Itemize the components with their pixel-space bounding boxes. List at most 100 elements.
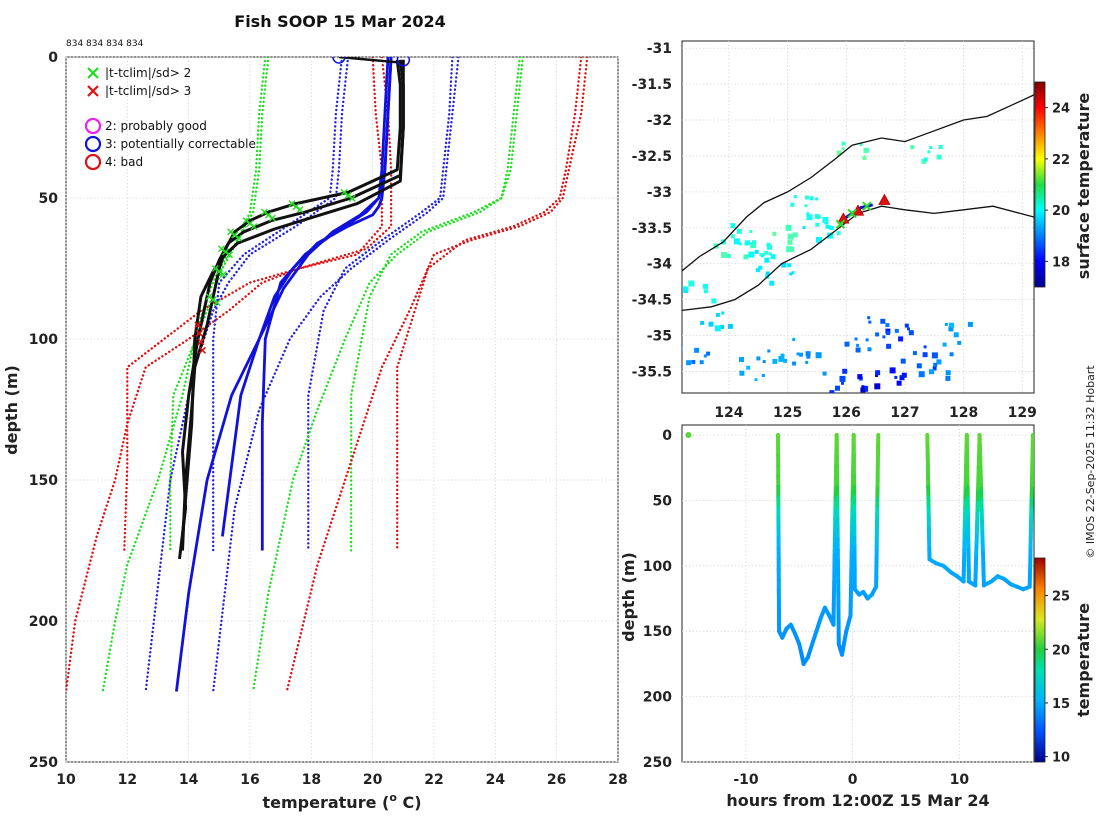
sst-cell [922,352,928,358]
flag-x-green [215,268,223,275]
sst-cell [787,263,792,268]
sst-cell [781,262,787,268]
sst-cell [841,141,846,146]
sst-cell [953,332,959,338]
sst-cell [825,224,830,229]
flag-x-green [348,194,356,202]
track-triangle-marker [837,212,850,224]
sst-cell [688,280,695,287]
legend-label: 3: potentially correctable [105,137,256,151]
temperature-colorbar-tick-label: 20 [1052,643,1070,658]
sst-cell [829,226,834,231]
sst-cell [862,155,867,160]
sst-cell [942,342,947,347]
flag-x-green [268,214,276,222]
temperature-colorbar-tick-label: 15 [1052,697,1070,712]
sst-cell [754,378,758,382]
x-tick-label: 20 [363,772,383,788]
sst-cell [699,360,704,365]
y-tick-label: 200 [29,614,58,630]
sst-cell [949,322,955,328]
sst-cell [789,272,793,276]
sst-cell [804,204,808,208]
sst-cell [787,239,793,245]
track-x-marker [862,201,872,211]
sst-cell [720,325,725,329]
flag-x-red [198,346,207,354]
sst-cell [805,351,811,357]
sst-cell [816,236,822,243]
sst-cell [793,195,797,199]
sst-cell [783,358,788,363]
sst-cell [772,358,778,364]
sst-cell [868,320,872,324]
sst-cell [927,150,931,154]
y-tick-label: 250 [29,755,58,771]
sst-cell [743,254,749,260]
sst-cell [806,354,811,359]
y-tick-label: 0 [48,50,58,66]
surface-colorbar-tick-label: 20 [1052,204,1070,219]
track-x-marker [835,219,846,229]
time-x-tick-label: 0 [848,772,858,788]
sst-cell [835,385,840,391]
flag-x-red [197,338,205,346]
time-y-tick-label: 100 [643,559,672,575]
map-x-tick-label: 128 [949,405,978,421]
cast-ids-label: 834 834 834 834 [66,39,144,49]
sst-cell [822,371,827,376]
map-y-tick-label: -33 [647,185,672,201]
sst-cell [682,346,683,352]
surface-point [685,432,692,438]
sst-cell [761,374,765,377]
map-x-tick-label: 126 [832,405,861,421]
sst-cell [806,212,810,216]
map-ticks: 124 125 126 127 128 129 -31 -31.5 -32 -32.5 -33 -33… [632,41,1037,421]
legend-circle-icon [84,135,102,153]
legend-circle-icon [84,117,102,135]
sst-cell [711,298,717,304]
sst-cell [854,337,858,341]
sst-cell [721,311,725,315]
x-tick-label: 22 [424,772,443,788]
sst-cell [822,220,826,223]
sst-cell [748,251,755,258]
sst-cell [750,242,757,249]
legend-x-icon [87,85,99,97]
sst-cell [764,257,770,263]
sst-cell [957,340,962,345]
sst-cell [863,398,866,401]
sst-cell [814,214,820,220]
legend-label: 2: probably good [105,119,207,133]
surface-colorbar-ticks: 18 20 22 24 [1045,102,1070,270]
time-y-tick-label: 150 [643,624,672,640]
sst-cell [904,323,909,328]
sst-cell [894,375,898,379]
sst-cell [827,232,834,239]
sst-cell [714,325,721,332]
sst-cell [874,383,881,390]
flag-x-green [205,293,213,301]
sst-cell [923,345,927,349]
sst-cell [916,363,922,369]
sst-cell [684,286,689,291]
time-x-tick-label: 10 [950,772,970,788]
sst-cell [815,197,819,201]
sst-cell [864,147,869,152]
sst-cell [886,343,892,349]
time-x-tick-label: -10 [733,772,759,788]
sst-cell [769,280,775,286]
map-x-tick-label: 124 [714,405,743,421]
track-triangle-marker [878,193,891,205]
time-y-tick-label: 50 [653,493,673,509]
sst-cell [936,154,942,160]
xlabel-superscript: o [389,791,397,804]
sst-cell [791,271,795,275]
map-plot-area [681,40,1035,394]
sst-cell [703,354,707,358]
flag-x-green [225,251,233,259]
sst-cell [756,356,761,361]
watermark: © IMOS 22-Sep-2025 11:32 Hobart [1084,365,1097,559]
sst-cell [932,366,937,371]
sst-cell [755,268,760,273]
